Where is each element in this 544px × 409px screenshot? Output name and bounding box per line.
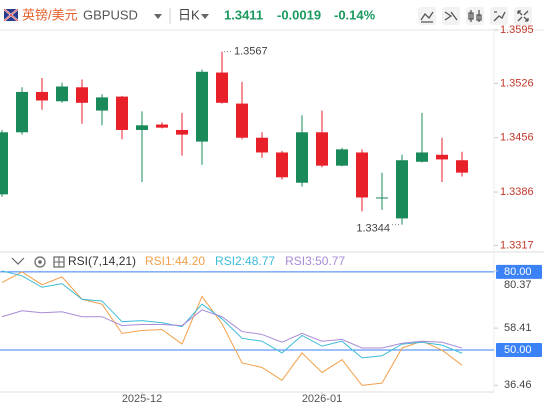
flag-cross-red: [3, 8, 19, 22]
tool-button[interactable]: [514, 7, 532, 25]
candle-body: [0, 132, 8, 195]
candle-body: [116, 96, 128, 130]
legend-entry: RSI2:48.77: [215, 254, 275, 268]
header: 英镑/美元 GBPUSD 日K 1.3411 -0.0019 -0.14%: [0, 7, 544, 31]
high-label: 1.3567: [234, 46, 268, 58]
tool-icon[interactable]: [444, 11, 458, 21]
y-tick-label: 1.3386: [500, 186, 534, 198]
legend-entry: RSI3:50.77: [285, 254, 345, 268]
y-tick-label: 1.3526: [500, 77, 534, 89]
change: -0.0019: [277, 7, 321, 22]
y-tick-label: 1.3456: [500, 132, 534, 144]
tool-icon[interactable]: [420, 11, 434, 23]
candle-body: [336, 149, 348, 166]
y-tick-label: 36.46: [504, 379, 532, 391]
x-tick-label: 2025-12: [122, 393, 162, 405]
rsi-line: [1, 309, 463, 349]
y-tick-label: 80.37: [504, 279, 532, 291]
candle-body: [256, 137, 268, 153]
x-tick-label: 2026-01: [302, 393, 342, 405]
reference-label-box: [496, 264, 542, 279]
settings-icon[interactable]: [34, 256, 46, 268]
candle-body: [36, 91, 48, 101]
candle-body: [316, 132, 328, 166]
candle-body: [136, 125, 148, 130]
price: 1.3411: [224, 7, 263, 22]
settings-dot[interactable]: [38, 260, 42, 264]
tool-icon[interactable]: [493, 11, 506, 22]
tool-icon[interactable]: [468, 10, 482, 22]
candle-body: [416, 152, 428, 162]
candle-body: [356, 152, 368, 198]
period[interactable]: 日K: [178, 7, 200, 22]
candle-body: [76, 87, 88, 103]
dropdown-arrow[interactable]: [154, 14, 162, 19]
period-arrow[interactable]: [201, 14, 209, 19]
candle-body: [436, 154, 448, 160]
candle-body: [16, 91, 28, 133]
rsi-legend: RSI(7,14,21): [11, 254, 136, 268]
pair-name[interactable]: 英镑/美元: [22, 7, 78, 22]
candle-body: [296, 132, 308, 183]
collapse-icon[interactable]: [11, 257, 25, 265]
y-tick-label: 1.3317: [500, 239, 534, 251]
candle-body: [456, 160, 468, 173]
candle-body: [216, 72, 228, 103]
candle-body: [196, 71, 208, 142]
low-label: 1.3344: [356, 223, 390, 235]
candle-body: [96, 97, 108, 111]
symbol[interactable]: GBPUSD: [83, 7, 138, 22]
y-tick-label: 58.41: [504, 322, 532, 334]
reference-label: 80.00: [504, 266, 532, 278]
candle-body: [376, 197, 388, 199]
legend-entry: RSI1:44.20: [145, 254, 205, 268]
candle-body: [276, 152, 288, 178]
change-pct: -0.14%: [334, 7, 376, 22]
candle-body: [176, 129, 188, 135]
y-tick-label: 1.3595: [500, 24, 534, 36]
indicator-title: RSI(7,14,21): [68, 254, 136, 268]
reference-label-box: [496, 343, 542, 358]
grid-icon-lines[interactable]: [54, 257, 64, 267]
rsi-line: [1, 271, 463, 386]
candle-body: [56, 86, 68, 102]
rsi-line: [1, 270, 463, 359]
tool-icon[interactable]: [517, 10, 529, 22]
candle-body: [396, 160, 408, 219]
candle-body: [156, 124, 168, 128]
candle-body: [236, 103, 248, 138]
reference-label: 50.00: [504, 344, 532, 356]
